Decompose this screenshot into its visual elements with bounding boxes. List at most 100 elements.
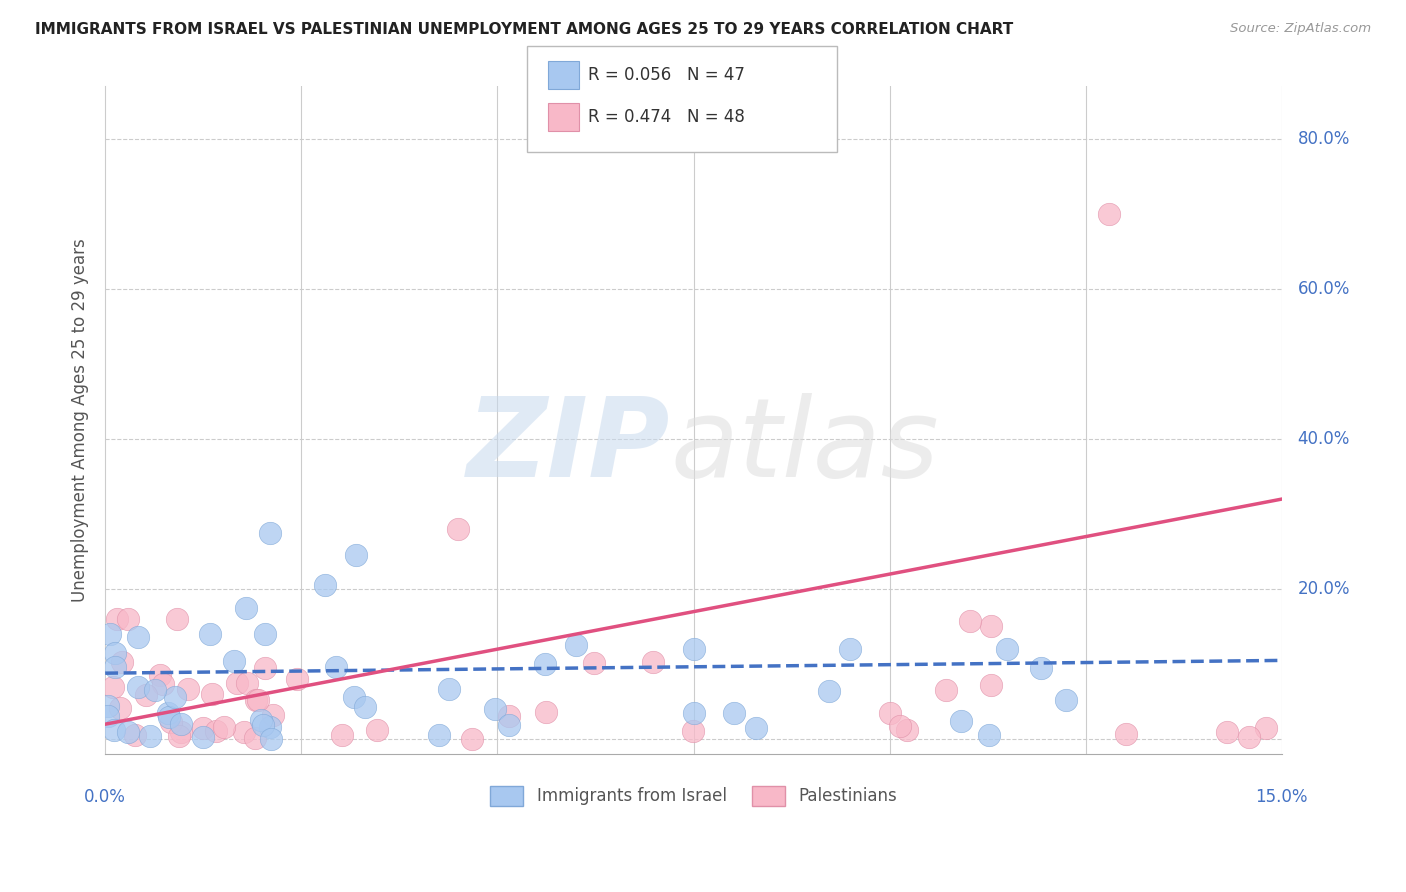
Point	[498, 709, 520, 723]
Point	[533, 657, 555, 672]
Point	[236, 675, 259, 690]
Point	[105, 612, 128, 626]
Point	[1216, 724, 1239, 739]
Point	[461, 731, 484, 746]
Point	[330, 728, 353, 742]
Text: R = 0.056   N = 47: R = 0.056 N = 47	[588, 66, 745, 84]
Point	[124, 728, 146, 742]
Point	[1031, 661, 1053, 675]
Point	[104, 647, 127, 661]
Point	[262, 708, 284, 723]
Point	[225, 676, 247, 690]
Point	[246, 693, 269, 707]
Point	[889, 719, 911, 733]
Point	[127, 630, 149, 644]
Point	[1098, 207, 1121, 221]
Point	[534, 706, 557, 720]
Text: Source: ZipAtlas.com: Source: ZipAtlas.com	[1230, 22, 1371, 36]
Point	[127, 680, 149, 694]
Text: IMMIGRANTS FROM ISRAEL VS PALESTINIAN UNEMPLOYMENT AMONG AGES 25 TO 29 YEARS COR: IMMIGRANTS FROM ISRAEL VS PALESTINIAN UN…	[35, 22, 1014, 37]
Point	[169, 729, 191, 743]
Point	[959, 614, 981, 628]
Point	[839, 642, 862, 657]
Point	[117, 612, 139, 626]
Point	[935, 682, 957, 697]
Point	[995, 642, 1018, 657]
Point	[97, 699, 120, 714]
Point	[682, 724, 704, 739]
Point	[682, 642, 704, 657]
Point	[143, 683, 166, 698]
Point	[366, 723, 388, 737]
Point	[683, 706, 706, 720]
Point	[896, 723, 918, 737]
Point	[1054, 693, 1077, 707]
Text: 40.0%: 40.0%	[1298, 430, 1350, 448]
Point	[224, 654, 246, 668]
Point	[111, 655, 134, 669]
Point	[259, 720, 281, 734]
Point	[980, 678, 1002, 692]
Point	[97, 708, 120, 723]
Point	[117, 725, 139, 739]
Point	[157, 706, 180, 721]
Point	[343, 690, 366, 704]
Point	[233, 724, 256, 739]
Point	[191, 721, 214, 735]
Point	[135, 688, 157, 702]
Point	[191, 730, 214, 744]
Text: R = 0.474   N = 48: R = 0.474 N = 48	[588, 108, 745, 126]
Point	[157, 710, 180, 724]
Point	[201, 687, 224, 701]
Point	[165, 690, 187, 705]
Point	[437, 681, 460, 696]
Text: 0.0%: 0.0%	[84, 788, 127, 806]
Point	[1115, 727, 1137, 741]
Point	[977, 728, 1000, 742]
Point	[253, 627, 276, 641]
Point	[149, 667, 172, 681]
Point	[103, 680, 125, 694]
Point	[166, 612, 188, 626]
Point	[243, 731, 266, 745]
Point	[160, 714, 183, 729]
Point	[177, 681, 200, 696]
Point	[260, 731, 283, 746]
Point	[314, 578, 336, 592]
Point	[139, 729, 162, 743]
Point	[949, 714, 972, 728]
Point	[745, 721, 768, 735]
Point	[104, 660, 127, 674]
Point	[152, 677, 174, 691]
Point	[204, 724, 226, 739]
Text: atlas: atlas	[671, 393, 939, 500]
Point	[565, 639, 588, 653]
Point	[427, 728, 450, 742]
Point	[245, 693, 267, 707]
Point	[103, 723, 125, 737]
Point	[980, 619, 1002, 633]
Point	[447, 522, 470, 536]
Point	[1256, 721, 1278, 735]
Point	[1237, 731, 1260, 745]
Text: 80.0%: 80.0%	[1298, 130, 1350, 148]
Point	[582, 656, 605, 670]
Point	[879, 706, 901, 721]
Point	[354, 699, 377, 714]
Point	[287, 673, 309, 687]
Point	[723, 706, 745, 721]
Y-axis label: Unemployment Among Ages 25 to 29 years: Unemployment Among Ages 25 to 29 years	[72, 238, 89, 602]
Point	[643, 655, 665, 669]
Point	[484, 702, 506, 716]
Point	[344, 549, 367, 563]
Point	[108, 701, 131, 715]
Point	[170, 725, 193, 739]
Point	[98, 627, 121, 641]
Point	[252, 718, 274, 732]
Point	[817, 683, 839, 698]
Text: ZIP: ZIP	[467, 393, 671, 500]
Text: 20.0%: 20.0%	[1298, 580, 1350, 599]
Point	[259, 525, 281, 540]
Point	[170, 717, 193, 731]
Point	[498, 717, 520, 731]
